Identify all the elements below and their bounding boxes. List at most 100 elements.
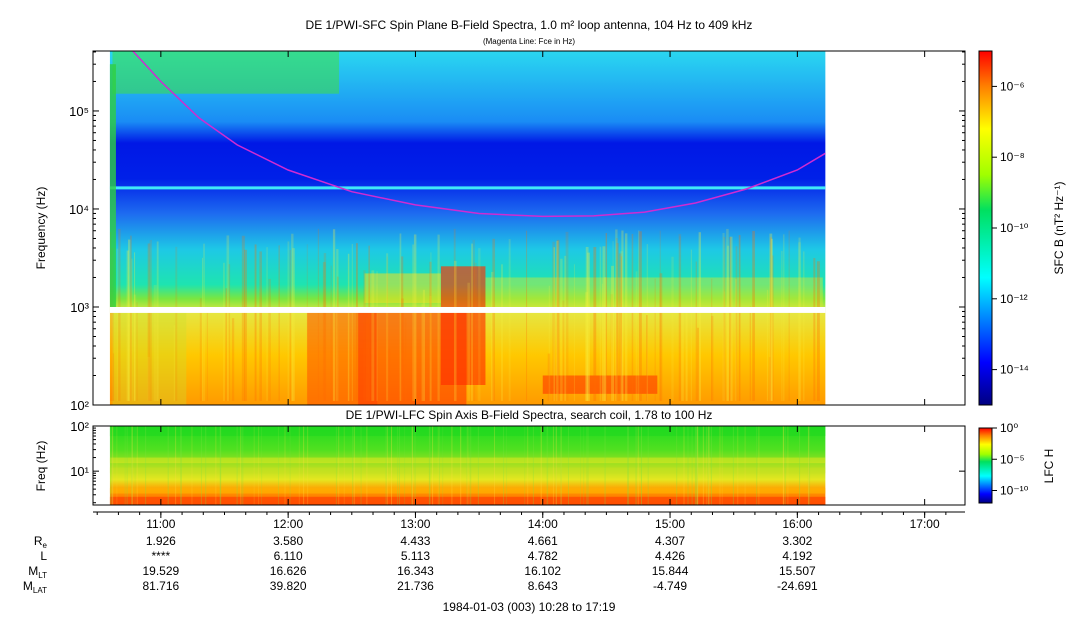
bottom-streak	[808, 426, 810, 505]
bottom-streak	[697, 426, 699, 505]
top-streak	[587, 252, 590, 401]
top-streak	[429, 295, 432, 401]
ephemeris-value: ****	[152, 549, 171, 563]
x-tick-label: 17:00	[910, 517, 940, 531]
top-streak	[593, 247, 597, 401]
top-streak	[769, 237, 772, 401]
top-streak	[401, 256, 404, 401]
top-streak	[526, 230, 528, 401]
top-streak	[766, 289, 769, 401]
bottom-streak	[124, 426, 126, 505]
bottom-streak	[404, 426, 406, 505]
top-streak	[317, 228, 320, 401]
ephemeris-value: 16.102	[524, 564, 561, 578]
bottom-streak	[647, 426, 649, 505]
top-streak	[368, 245, 370, 401]
top-plot-frame	[92, 50, 966, 406]
top-streak	[363, 270, 366, 401]
top-streak	[399, 233, 402, 401]
bottom-streak	[145, 426, 147, 505]
bottom-streak	[460, 426, 462, 505]
bottom-streak	[697, 426, 699, 505]
top-streak	[601, 283, 604, 401]
top-streak	[679, 236, 681, 401]
top-streak	[292, 248, 295, 401]
colorbar-tick-label: 10⁻¹⁰	[1000, 221, 1029, 235]
bottom-streak	[587, 426, 589, 505]
fce-magenta-line	[132, 51, 826, 218]
top-streak	[454, 260, 457, 401]
top-streak	[620, 251, 624, 401]
top-streak	[400, 298, 404, 401]
ephemeris-value: -24.691	[777, 579, 818, 593]
top-streak	[147, 243, 151, 401]
top-chart-title: DE 1/PWI-SFC Spin Plane B-Field Spectra,…	[306, 18, 753, 32]
top-streak	[175, 246, 178, 401]
top-streak	[199, 298, 202, 401]
top-streak	[332, 229, 336, 401]
bottom-streak	[335, 426, 337, 505]
top-y-tick-label: 10³	[70, 300, 89, 315]
bottom-streak	[540, 426, 542, 505]
top-streak	[616, 243, 619, 401]
top-streak	[351, 243, 353, 401]
top-colorbar-gradient	[978, 50, 993, 406]
bottom-streak	[787, 426, 789, 505]
top-streak	[231, 318, 235, 401]
top-streak	[388, 348, 391, 401]
top-streak	[289, 249, 292, 401]
top-streak	[156, 241, 159, 401]
top-streak	[386, 253, 389, 401]
top-streak	[681, 310, 684, 401]
top-streak	[127, 239, 131, 401]
bottom-streak	[683, 426, 685, 505]
colorbar-tick-label: 10⁻¹²	[1000, 292, 1028, 306]
top-streak	[365, 317, 369, 401]
bottom-streak	[205, 426, 207, 505]
bottom-streak	[580, 426, 582, 505]
bottom-streak	[640, 426, 642, 505]
bottom-streak	[477, 426, 479, 505]
bottom-streak	[560, 426, 562, 505]
top-y-tick-label: 10²	[70, 398, 89, 413]
x-tick-label: 16:00	[782, 517, 812, 531]
bottom-band-0	[109, 426, 826, 437]
bottom-streak	[303, 426, 305, 505]
ephemeris-value: 21.736	[397, 579, 434, 593]
bottom-streak	[391, 426, 393, 505]
top-intensity-region-5	[485, 277, 823, 307]
top-streak	[552, 241, 556, 401]
bottom-streak	[112, 426, 114, 505]
bottom-streak	[220, 426, 222, 505]
top-streak	[259, 251, 262, 401]
bottom-streak	[567, 426, 569, 505]
bottom-y-tick-label: 10²	[70, 419, 89, 434]
top-streak	[772, 255, 774, 401]
top-colorbar: 10⁻⁶ 10⁻⁸ 10⁻¹⁰ 10⁻¹² 10⁻¹⁴ SFC B (nT² Hz⁻¹)	[978, 50, 1066, 406]
top-streak	[118, 228, 121, 401]
bottom-streak	[215, 426, 217, 505]
bottom-streak	[744, 426, 746, 505]
top-streak	[109, 231, 112, 401]
bottom-streak	[799, 426, 801, 505]
top-streak	[631, 233, 634, 401]
top-streak	[802, 251, 805, 401]
bottom-streak	[555, 426, 557, 505]
top-streak	[734, 279, 737, 401]
bottom-streak	[702, 426, 704, 505]
top-streak	[201, 257, 204, 401]
bottom-streak	[506, 426, 508, 505]
bottom-streak	[604, 426, 606, 505]
bottom-streak	[338, 426, 340, 505]
ephemeris-value: 15.507	[779, 564, 816, 578]
bottom-streak	[756, 426, 758, 505]
top-streak	[133, 294, 137, 401]
top-streak	[347, 253, 350, 401]
ephemeris-value: 19.529	[142, 564, 179, 578]
bottom-streak	[261, 426, 263, 505]
bottom-streak	[706, 426, 708, 505]
colorbar-tick-label: 10⁻⁸	[1000, 150, 1025, 164]
top-streak	[278, 245, 280, 401]
ephemeris-value: 6.110	[274, 549, 303, 563]
top-streak	[605, 232, 608, 401]
